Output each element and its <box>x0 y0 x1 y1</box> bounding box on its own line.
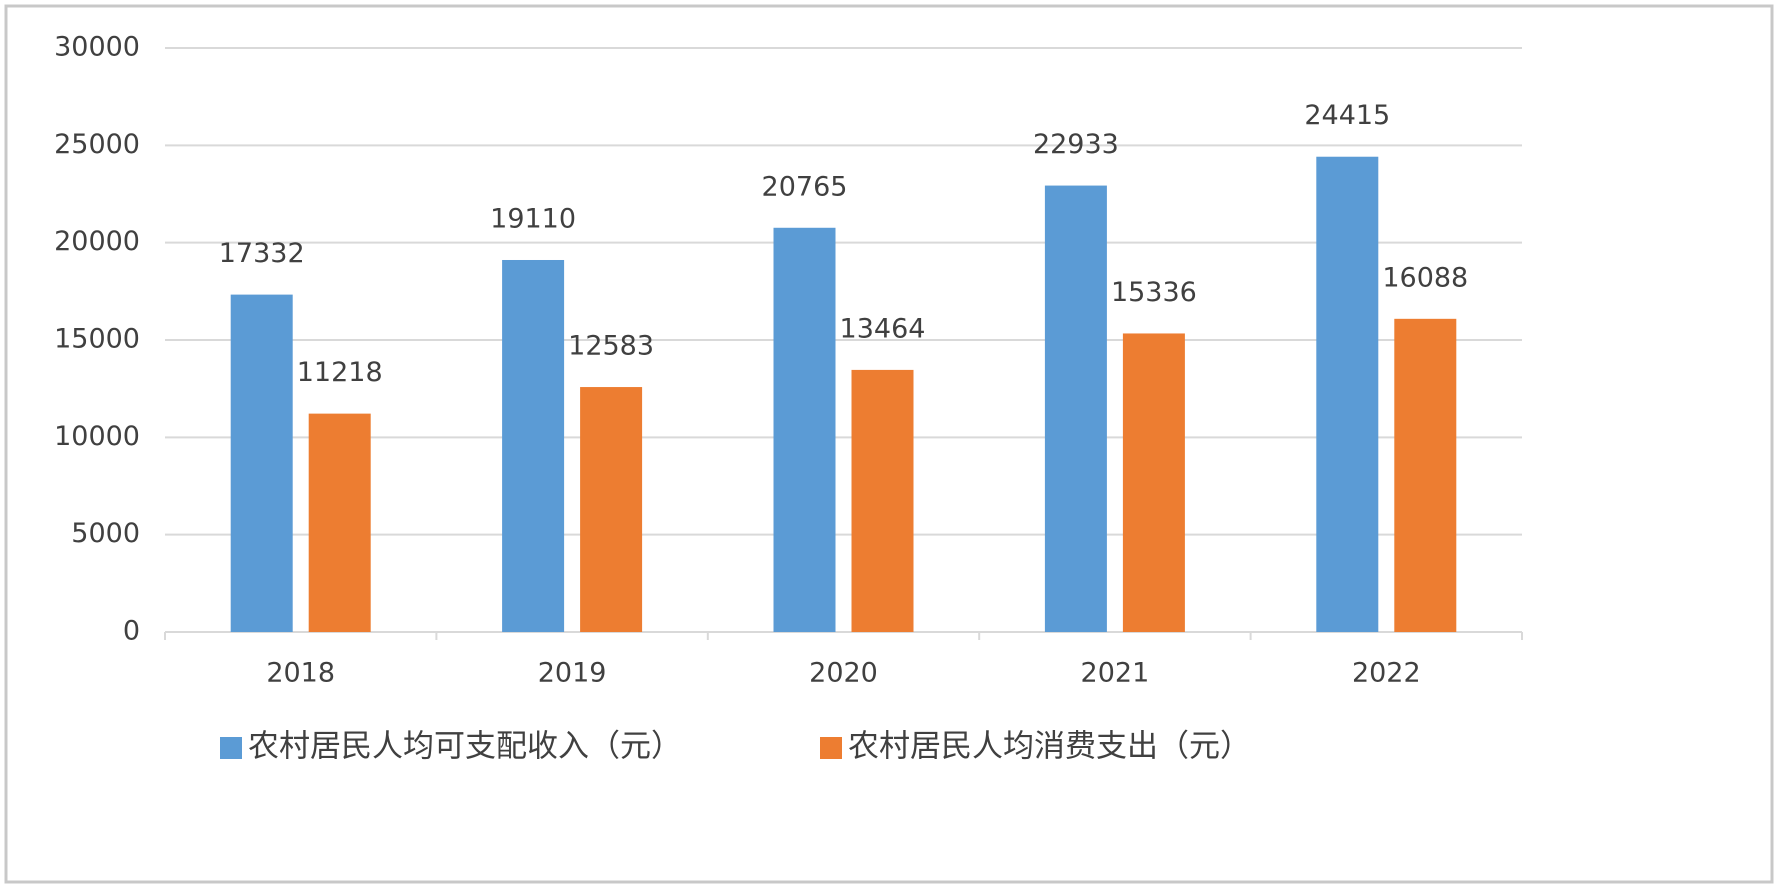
legend-swatch <box>220 737 242 759</box>
bar <box>1122 333 1185 632</box>
legend-label: 农村居民人均消费支出（元） <box>848 729 1251 765</box>
x-tick-label: 2021 <box>1081 658 1150 689</box>
value-label: 19110 <box>490 203 576 234</box>
y-tick-label: 15000 <box>54 324 140 355</box>
legend-label: 农村居民人均可支配收入（元） <box>248 729 682 765</box>
bar <box>773 227 836 633</box>
bar <box>308 413 371 632</box>
value-label: 13464 <box>840 313 926 344</box>
bar <box>1316 156 1379 633</box>
x-tick-label: 2018 <box>266 658 335 689</box>
value-label: 17332 <box>219 238 305 269</box>
bar <box>580 387 643 632</box>
x-tick-label: 2019 <box>538 658 607 689</box>
value-label: 12583 <box>568 331 654 362</box>
value-label: 22933 <box>1033 129 1119 160</box>
y-tick-label: 0 <box>123 616 140 647</box>
y-tick-label: 10000 <box>54 421 140 452</box>
bar <box>502 259 565 632</box>
value-label: 16088 <box>1382 262 1468 293</box>
value-label: 11218 <box>297 357 383 388</box>
x-tick-label: 2022 <box>1352 658 1421 689</box>
bar <box>1394 318 1457 632</box>
x-tick-label: 2020 <box>809 658 878 689</box>
value-label: 24415 <box>1304 100 1390 131</box>
legend-swatch <box>820 737 842 759</box>
value-label: 15336 <box>1111 277 1197 308</box>
bar <box>851 369 914 632</box>
y-tick-label: 5000 <box>71 518 140 549</box>
bar <box>1044 185 1107 633</box>
y-tick-label: 30000 <box>54 32 140 63</box>
y-tick-label: 25000 <box>54 129 140 160</box>
value-label: 20765 <box>762 171 848 202</box>
y-tick-label: 20000 <box>54 226 140 257</box>
bar <box>230 294 293 632</box>
